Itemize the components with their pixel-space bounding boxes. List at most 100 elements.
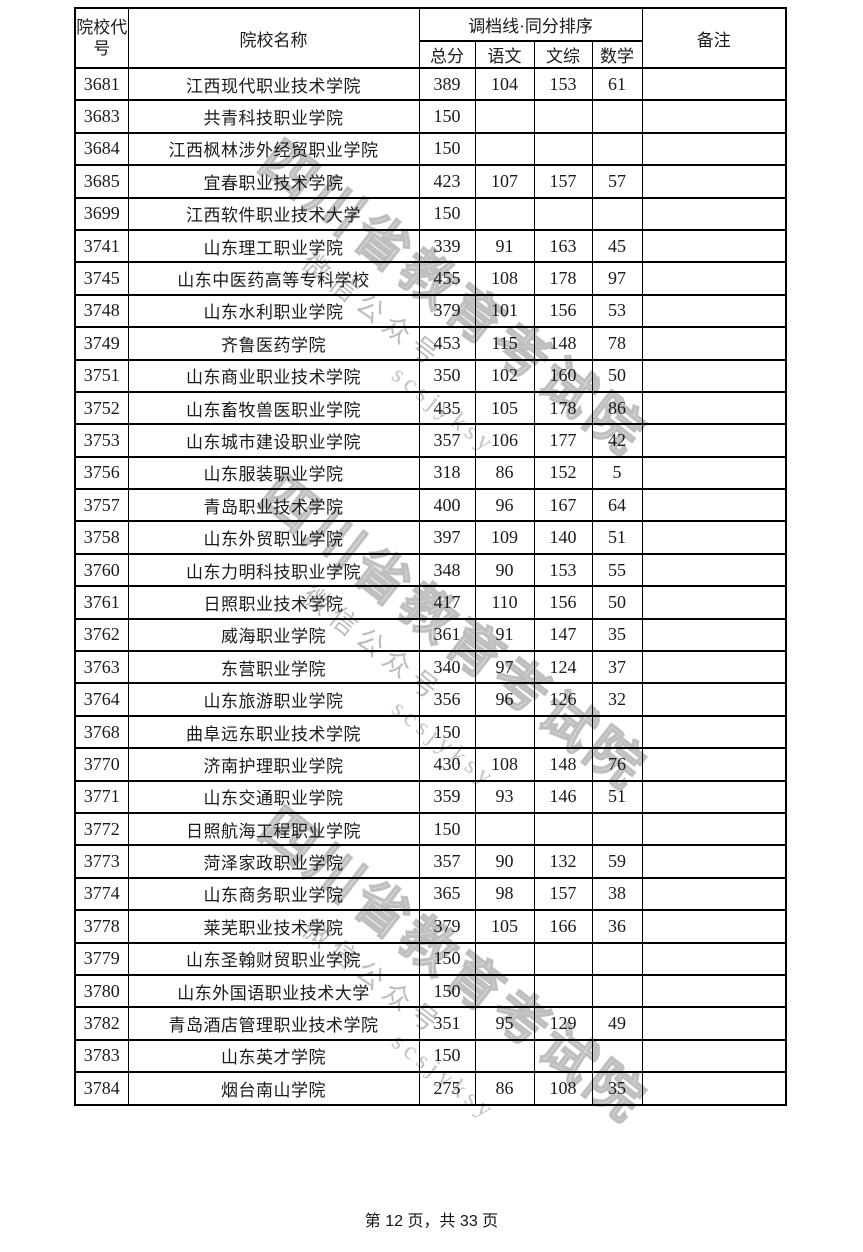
college-code-cell: 3778 (74, 909, 129, 944)
score-math-cell: 50 (591, 358, 643, 393)
score-math-cell: 51 (591, 520, 643, 555)
score-total-cell: 417 (418, 585, 476, 620)
remark-cell (641, 455, 787, 491)
remark-cell (641, 876, 787, 912)
score-wenzong-cell (533, 714, 593, 750)
college-name-cell: 山东水利职业学院 (127, 293, 420, 329)
score-wenzong-cell (533, 941, 593, 976)
remark-cell (641, 844, 787, 879)
score-math-cell: 76 (591, 747, 643, 782)
score-total-cell: 365 (418, 876, 476, 912)
college-code-cell: 3771 (74, 779, 129, 814)
score-chinese-cell: 90 (474, 552, 535, 588)
table-row: 3751 山东商业职业技术学院 350 102 160 50 (74, 358, 787, 393)
college-code-cell: 3756 (74, 455, 129, 491)
college-code-cell: 3685 (74, 164, 129, 199)
score-chinese-cell: 91 (474, 617, 535, 653)
college-name-cell: 山东旅游职业学院 (127, 682, 420, 717)
table-row: 3768 曲阜远东职业技术学院 150 (74, 714, 787, 750)
score-math-cell: 42 (591, 423, 643, 458)
table-row: 3683 共青科技职业学院 150 (74, 99, 787, 134)
header-remark: 备注 (641, 7, 787, 69)
college-name-cell: 山东商业职业技术学院 (127, 358, 420, 393)
remark-cell (641, 617, 787, 653)
college-code-cell: 3683 (74, 99, 129, 134)
score-math-cell: 35 (591, 617, 643, 653)
score-total-cell: 150 (418, 811, 476, 847)
score-chinese-cell (474, 973, 535, 1009)
score-chinese-cell (474, 131, 535, 167)
score-wenzong-cell (533, 1038, 593, 1074)
remark-cell (641, 131, 787, 167)
table-row: 3779 山东圣翰财贸职业学院 150 (74, 941, 787, 976)
score-chinese-cell: 105 (474, 390, 535, 426)
college-code-cell: 3758 (74, 520, 129, 555)
score-chinese-cell: 107 (474, 164, 535, 199)
remark-cell (641, 811, 787, 847)
score-wenzong-cell: 160 (533, 358, 593, 393)
score-math-cell: 53 (591, 293, 643, 329)
college-code-cell: 3748 (74, 293, 129, 329)
header-wenzong-score: 文综 (533, 40, 593, 69)
score-wenzong-cell (533, 973, 593, 1009)
score-wenzong-cell: 157 (533, 876, 593, 912)
college-code-cell: 3749 (74, 326, 129, 361)
college-code-cell: 3784 (74, 1071, 129, 1106)
score-total-cell: 389 (418, 66, 476, 102)
table-row: 3763 东营职业学院 340 97 124 37 (74, 650, 787, 685)
remark-cell (641, 747, 787, 782)
college-name-cell: 莱芜职业技术学院 (127, 909, 420, 944)
score-chinese-cell: 98 (474, 876, 535, 912)
score-chinese-cell: 97 (474, 650, 535, 685)
remark-cell (641, 164, 787, 199)
score-wenzong-cell: 167 (533, 488, 593, 523)
score-chinese-cell: 93 (474, 779, 535, 814)
college-code-cell: 3699 (74, 196, 129, 231)
college-name-cell: 威海职业学院 (127, 617, 420, 653)
score-wenzong-cell (533, 99, 593, 134)
college-name-cell: 青岛职业技术学院 (127, 488, 420, 523)
score-chinese-cell (474, 714, 535, 750)
remark-cell (641, 196, 787, 231)
score-math-cell: 97 (591, 261, 643, 296)
score-total-cell: 350 (418, 358, 476, 393)
score-chinese-cell (474, 811, 535, 847)
college-name-cell: 烟台南山学院 (127, 1071, 420, 1106)
college-code-cell: 3681 (74, 66, 129, 102)
score-chinese-cell: 86 (474, 455, 535, 491)
college-name-cell: 山东圣翰财贸职业学院 (127, 941, 420, 976)
header-college-code: 院校代号 (74, 7, 129, 69)
score-total-cell: 150 (418, 714, 476, 750)
table-row: 3778 莱芜职业技术学院 379 105 166 36 (74, 909, 787, 944)
remark-cell (641, 99, 787, 134)
remark-cell (641, 909, 787, 944)
score-total-cell: 318 (418, 455, 476, 491)
remark-cell (641, 520, 787, 555)
remark-cell (641, 1006, 787, 1041)
college-name-cell: 青岛酒店管理职业技术学院 (127, 1006, 420, 1041)
score-math-cell: 45 (591, 228, 643, 264)
college-code-cell: 3772 (74, 811, 129, 847)
table-row: 3774 山东商务职业学院 365 98 157 38 (74, 876, 787, 912)
college-code-cell: 3763 (74, 650, 129, 685)
table-row: 3756 山东服装职业学院 318 86 152 5 (74, 455, 787, 491)
remark-cell (641, 228, 787, 264)
table-row: 3784 烟台南山学院 275 86 108 35 (74, 1071, 787, 1106)
score-wenzong-cell: 178 (533, 390, 593, 426)
college-code-cell: 3760 (74, 552, 129, 588)
college-code-cell: 3741 (74, 228, 129, 264)
score-total-cell: 340 (418, 650, 476, 685)
header-college-name: 院校名称 (127, 7, 420, 69)
score-math-cell (591, 941, 643, 976)
score-total-cell: 435 (418, 390, 476, 426)
score-math-cell: 59 (591, 844, 643, 879)
table-row: 3752 山东畜牧兽医职业学院 435 105 178 86 (74, 390, 787, 426)
remark-cell (641, 973, 787, 1009)
score-math-cell: 32 (591, 682, 643, 717)
score-wenzong-cell: 152 (533, 455, 593, 491)
score-wenzong-cell (533, 131, 593, 167)
score-math-cell: 35 (591, 1071, 643, 1106)
remark-cell (641, 1038, 787, 1074)
score-wenzong-cell: 178 (533, 261, 593, 296)
college-name-cell: 山东外国语职业技术大学 (127, 973, 420, 1009)
